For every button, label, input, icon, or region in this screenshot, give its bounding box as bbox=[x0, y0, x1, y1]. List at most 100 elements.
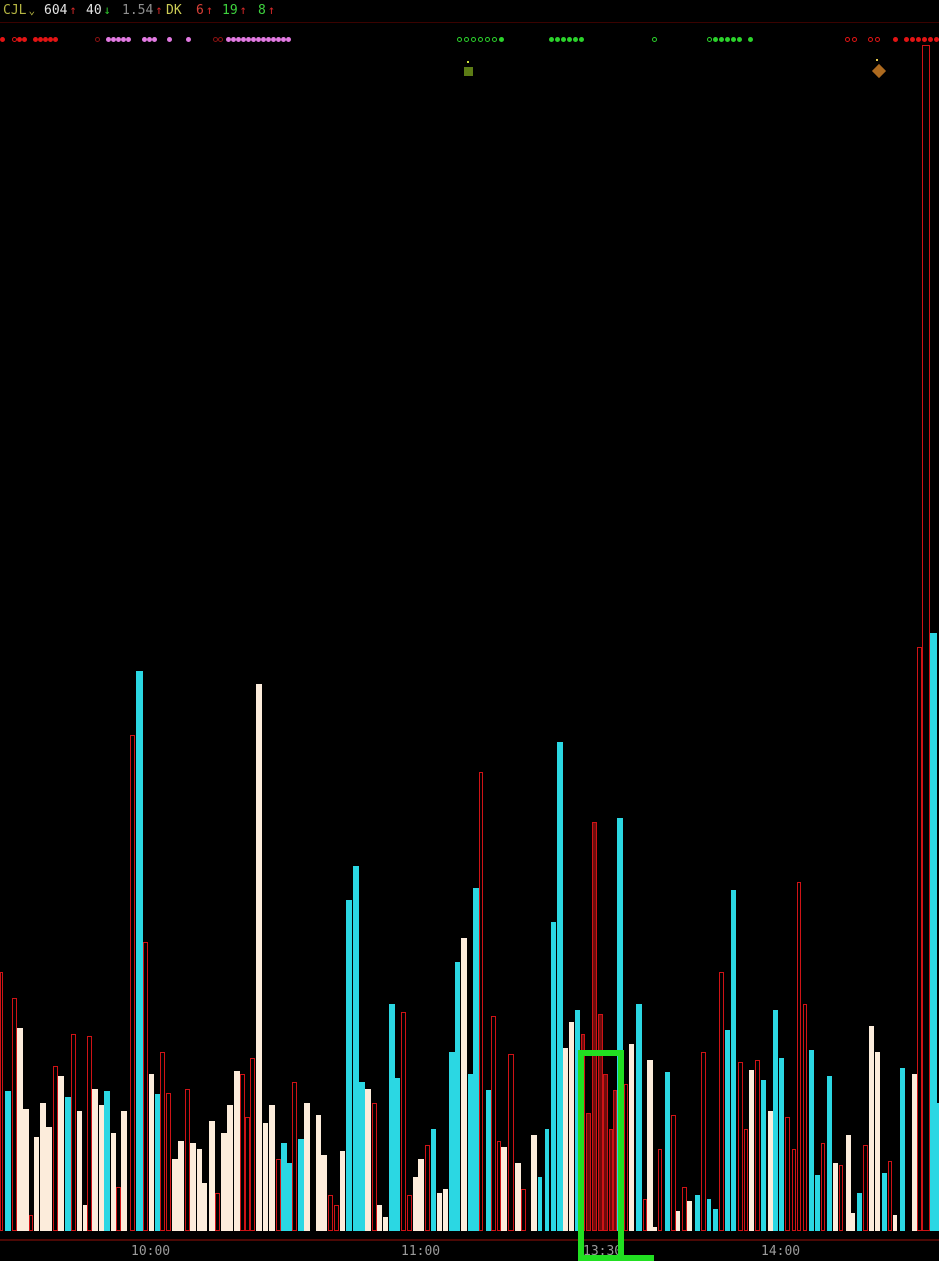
event-dot bbox=[868, 37, 873, 42]
volume-bar bbox=[77, 1111, 82, 1231]
volume-bar bbox=[304, 1103, 310, 1231]
volume-bar bbox=[197, 1149, 202, 1231]
volume-bar bbox=[116, 1187, 121, 1231]
volume-bar bbox=[917, 647, 922, 1231]
volume-bar bbox=[83, 1205, 87, 1231]
up-arrow-icon: ↑ bbox=[267, 3, 276, 17]
volume-bar bbox=[328, 1195, 333, 1231]
volume-bar bbox=[395, 1078, 400, 1231]
event-dot bbox=[731, 37, 736, 42]
event-dot bbox=[719, 37, 724, 42]
event-dot bbox=[261, 37, 266, 42]
event-dot bbox=[256, 37, 261, 42]
volume-bar bbox=[292, 1082, 297, 1231]
axis-label-14: 14:00 bbox=[761, 1244, 801, 1259]
volume-bar bbox=[0, 972, 3, 1231]
volume-bar bbox=[29, 1215, 33, 1231]
volume-bar bbox=[473, 888, 479, 1231]
volume-bar bbox=[418, 1159, 424, 1231]
event-dot bbox=[737, 37, 742, 42]
volume-bar bbox=[773, 1010, 778, 1231]
volume-bar bbox=[501, 1147, 507, 1231]
event-dot bbox=[271, 37, 276, 42]
volume-bar bbox=[592, 822, 597, 1231]
event-dot bbox=[12, 37, 17, 42]
volume-bar bbox=[491, 1016, 496, 1231]
volume-bar bbox=[839, 1165, 843, 1231]
volume-bar bbox=[658, 1149, 662, 1231]
volume-bar bbox=[58, 1076, 64, 1231]
volume-bar bbox=[792, 1149, 796, 1231]
event-dot bbox=[713, 37, 718, 42]
volume-bar bbox=[365, 1089, 371, 1231]
up-arrow-icon: ↑ bbox=[205, 3, 214, 17]
volume-bar bbox=[160, 1052, 165, 1231]
volume-bar bbox=[893, 1215, 897, 1231]
volume-bar bbox=[92, 1089, 98, 1231]
volume-bar bbox=[209, 1121, 215, 1231]
volume-bar bbox=[389, 1004, 395, 1231]
volume-bar bbox=[172, 1159, 178, 1231]
volume-bar bbox=[372, 1103, 377, 1231]
event-dot bbox=[266, 37, 271, 42]
event-dot bbox=[893, 37, 898, 42]
event-dot bbox=[116, 37, 121, 42]
volume-bar bbox=[779, 1058, 784, 1231]
chevron-down-icon: ⌄ bbox=[28, 4, 36, 17]
diamond-marker bbox=[871, 63, 887, 79]
event-dot bbox=[652, 37, 657, 42]
event-dot bbox=[707, 37, 712, 42]
up-arrow-icon: ↑ bbox=[239, 3, 247, 17]
olive-square-marker bbox=[464, 67, 473, 76]
volume-bar bbox=[256, 684, 262, 1231]
event-dot bbox=[17, 37, 22, 42]
volume-bar bbox=[744, 1129, 748, 1231]
volume-bar bbox=[407, 1195, 412, 1231]
symbol-label: CJL bbox=[3, 3, 27, 18]
volume-bar bbox=[755, 1060, 760, 1231]
volume-bar bbox=[34, 1137, 39, 1231]
volume-bar bbox=[449, 1052, 455, 1231]
volume-bar bbox=[17, 1028, 23, 1231]
volume-bar bbox=[719, 972, 724, 1231]
volume-bar bbox=[508, 1054, 514, 1231]
volume-bar bbox=[486, 1090, 491, 1231]
volume-bar bbox=[413, 1177, 418, 1231]
event-dot bbox=[922, 37, 927, 42]
volume-bar bbox=[725, 1030, 730, 1231]
volume-bar bbox=[731, 890, 736, 1231]
volume-bar bbox=[321, 1155, 327, 1231]
volume-bar bbox=[12, 998, 17, 1231]
volume-bar bbox=[185, 1089, 190, 1231]
event-dot bbox=[549, 37, 554, 42]
event-dot bbox=[276, 37, 281, 42]
event-dot bbox=[457, 37, 462, 42]
event-dot bbox=[111, 37, 116, 42]
volume-bar bbox=[276, 1159, 281, 1231]
volume-bar bbox=[250, 1058, 255, 1231]
volume-bar bbox=[40, 1103, 46, 1231]
volume-bar bbox=[346, 900, 352, 1231]
volume-bar bbox=[190, 1143, 196, 1231]
volume-bar bbox=[827, 1076, 832, 1231]
event-dot bbox=[0, 37, 5, 42]
stat-red-count: 6 ↑ bbox=[196, 3, 214, 18]
volume-bar bbox=[437, 1193, 442, 1231]
event-dot bbox=[934, 37, 939, 42]
volume-bar bbox=[761, 1080, 766, 1231]
event-dot bbox=[43, 37, 48, 42]
event-dot bbox=[246, 37, 251, 42]
event-dot bbox=[22, 37, 27, 42]
volume-bar bbox=[377, 1205, 382, 1231]
event-dot bbox=[471, 37, 476, 42]
volume-bar bbox=[104, 1091, 110, 1231]
volume-bar bbox=[647, 1060, 653, 1231]
event-dot bbox=[106, 37, 111, 42]
volume-bar bbox=[221, 1133, 227, 1231]
volume-bar bbox=[749, 1070, 754, 1231]
symbol-dropdown[interactable]: CJL ⌄ bbox=[3, 3, 35, 18]
volume-bar bbox=[551, 922, 556, 1231]
volume-bar bbox=[613, 1090, 617, 1231]
volume-bar bbox=[682, 1187, 687, 1231]
volume-bar bbox=[263, 1123, 268, 1231]
